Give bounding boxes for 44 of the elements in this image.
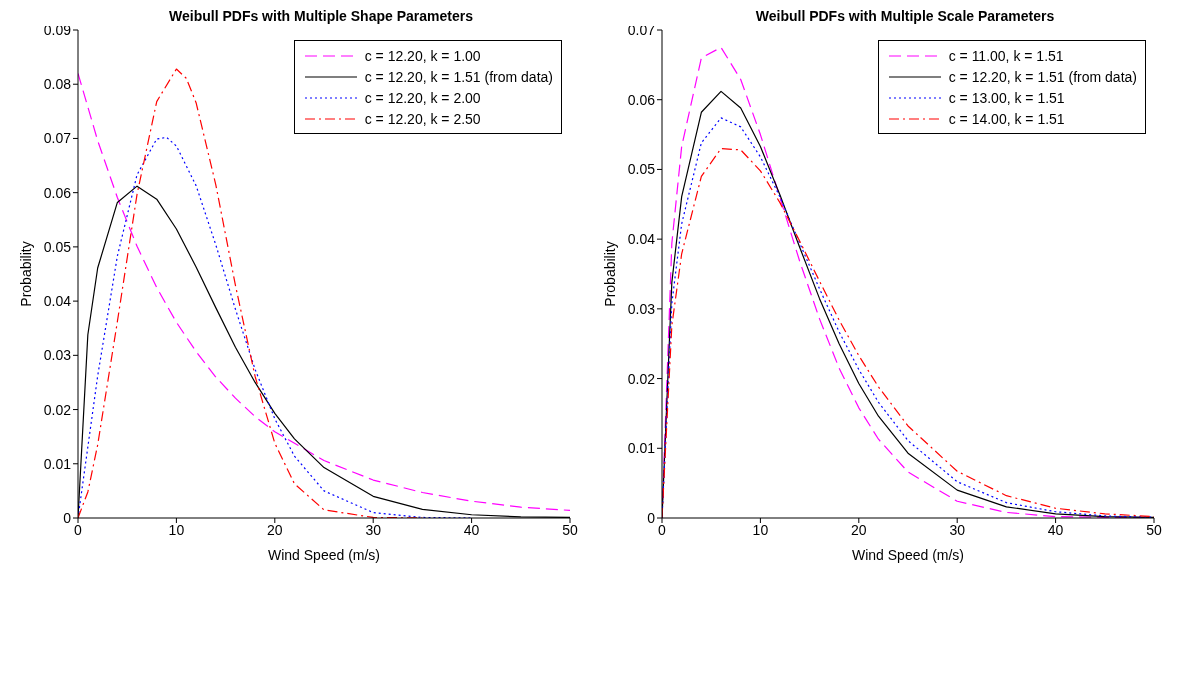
y-tick-label: 0.08 bbox=[43, 76, 72, 93]
y-tick-label: 0.07 bbox=[627, 21, 656, 38]
y-tick-label: 0.03 bbox=[627, 300, 656, 317]
x-tick-label: 50 bbox=[562, 521, 578, 538]
legend-label: c = 12.20, k = 2.00 bbox=[364, 89, 481, 106]
y-tick-label: 0 bbox=[647, 509, 656, 526]
y-tick-label: 0.03 bbox=[43, 347, 72, 364]
y-tick-label: 0.01 bbox=[627, 440, 656, 457]
y-tick-label: 0.05 bbox=[627, 161, 656, 178]
x-tick-label: 10 bbox=[752, 521, 769, 538]
y-tick-label: 0.04 bbox=[43, 293, 72, 310]
legend-label: c = 12.20, k = 1.00 bbox=[364, 47, 481, 64]
y-tick-label: 0.02 bbox=[43, 401, 72, 418]
x-tick-label: 30 bbox=[949, 521, 966, 538]
legend-label: c = 11.00, k = 1.51 bbox=[948, 47, 1064, 64]
x-tick-label: 40 bbox=[1047, 521, 1064, 538]
x-tick-label: 10 bbox=[168, 521, 185, 538]
y-tick-label: 0.02 bbox=[627, 370, 656, 387]
y-tick-label: 0.04 bbox=[627, 231, 656, 248]
y-tick-label: 0.05 bbox=[43, 238, 72, 255]
x-tick-label: 20 bbox=[267, 521, 283, 538]
x-tick-label: 30 bbox=[365, 521, 382, 538]
y-tick-label: 0.09 bbox=[43, 21, 72, 38]
chart-title: Weibull PDFs with Multiple Scale Parameters bbox=[755, 8, 1055, 24]
legend-label: c = 12.20, k = 2.50 bbox=[364, 110, 481, 127]
y-tick-label: 0 bbox=[63, 509, 72, 526]
x-axis-title: Wind Speed (m/s) bbox=[267, 547, 381, 563]
x-axis-title: Wind Speed (m/s) bbox=[851, 547, 965, 563]
y-tick-label: 0.01 bbox=[43, 455, 72, 472]
y-tick-label: 0.06 bbox=[43, 184, 72, 201]
x-tick-label: 0 bbox=[658, 521, 667, 538]
x-tick-label: 50 bbox=[1146, 521, 1162, 538]
y-axis-title: Probability bbox=[17, 241, 34, 307]
y-axis-title: Probability bbox=[601, 241, 618, 307]
y-tick-label: 0.06 bbox=[627, 91, 656, 108]
x-tick-label: 20 bbox=[851, 521, 867, 538]
x-tick-label: 0 bbox=[74, 521, 83, 538]
chart-title: Weibull PDFs with Multiple Shape Parameters bbox=[169, 8, 473, 24]
legend-label: c = 12.20, k = 1.51 (from data) bbox=[948, 68, 1137, 85]
x-tick-label: 40 bbox=[463, 521, 480, 538]
legend-label: c = 13.00, k = 1.51 bbox=[948, 89, 1065, 106]
legend-label: c = 14.00, k = 1.51 bbox=[948, 110, 1065, 127]
legend-label: c = 12.20, k = 1.51 (from data) bbox=[364, 68, 553, 85]
y-tick-label: 0.07 bbox=[43, 130, 72, 147]
